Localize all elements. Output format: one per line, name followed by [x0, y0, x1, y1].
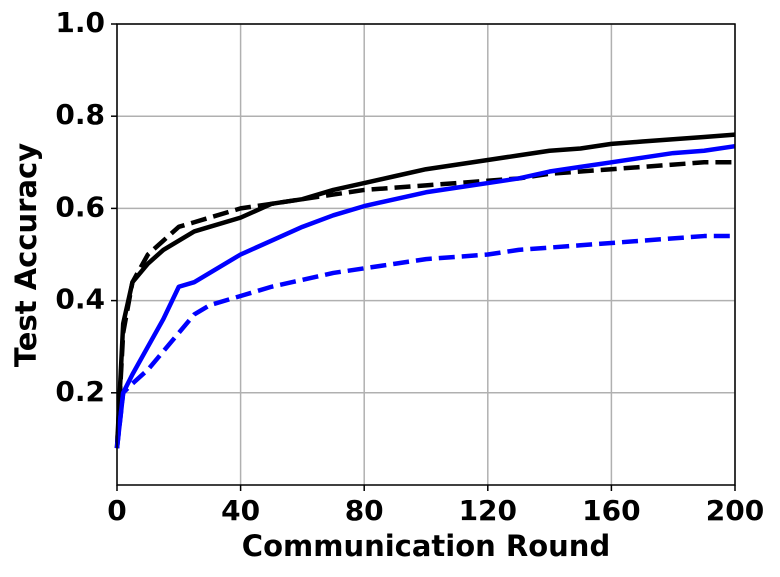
x-tick-label: 80 [345, 494, 384, 527]
x-tick-label: 160 [582, 494, 640, 527]
data-line [114, 132, 736, 449]
x-tick-label: 120 [459, 494, 517, 527]
y-axis-title: Test Accuracy [9, 143, 43, 367]
x-tick-label: 0 [107, 494, 126, 527]
y-tick-label: 0.6 [55, 190, 105, 223]
data-line [114, 233, 735, 449]
x-axis-title: Communication Round [242, 529, 610, 563]
y-tick-label: 0.4 [55, 283, 105, 316]
y-tick-label: 0.8 [55, 98, 105, 131]
x-tick-label: 40 [221, 494, 260, 527]
plot-frame [116, 23, 736, 486]
data-line [114, 143, 736, 449]
data-line [114, 160, 735, 449]
y-tick-label: 0.2 [55, 375, 105, 408]
y-tick-label: 1.0 [55, 6, 105, 39]
x-tick-label: 200 [706, 494, 764, 527]
